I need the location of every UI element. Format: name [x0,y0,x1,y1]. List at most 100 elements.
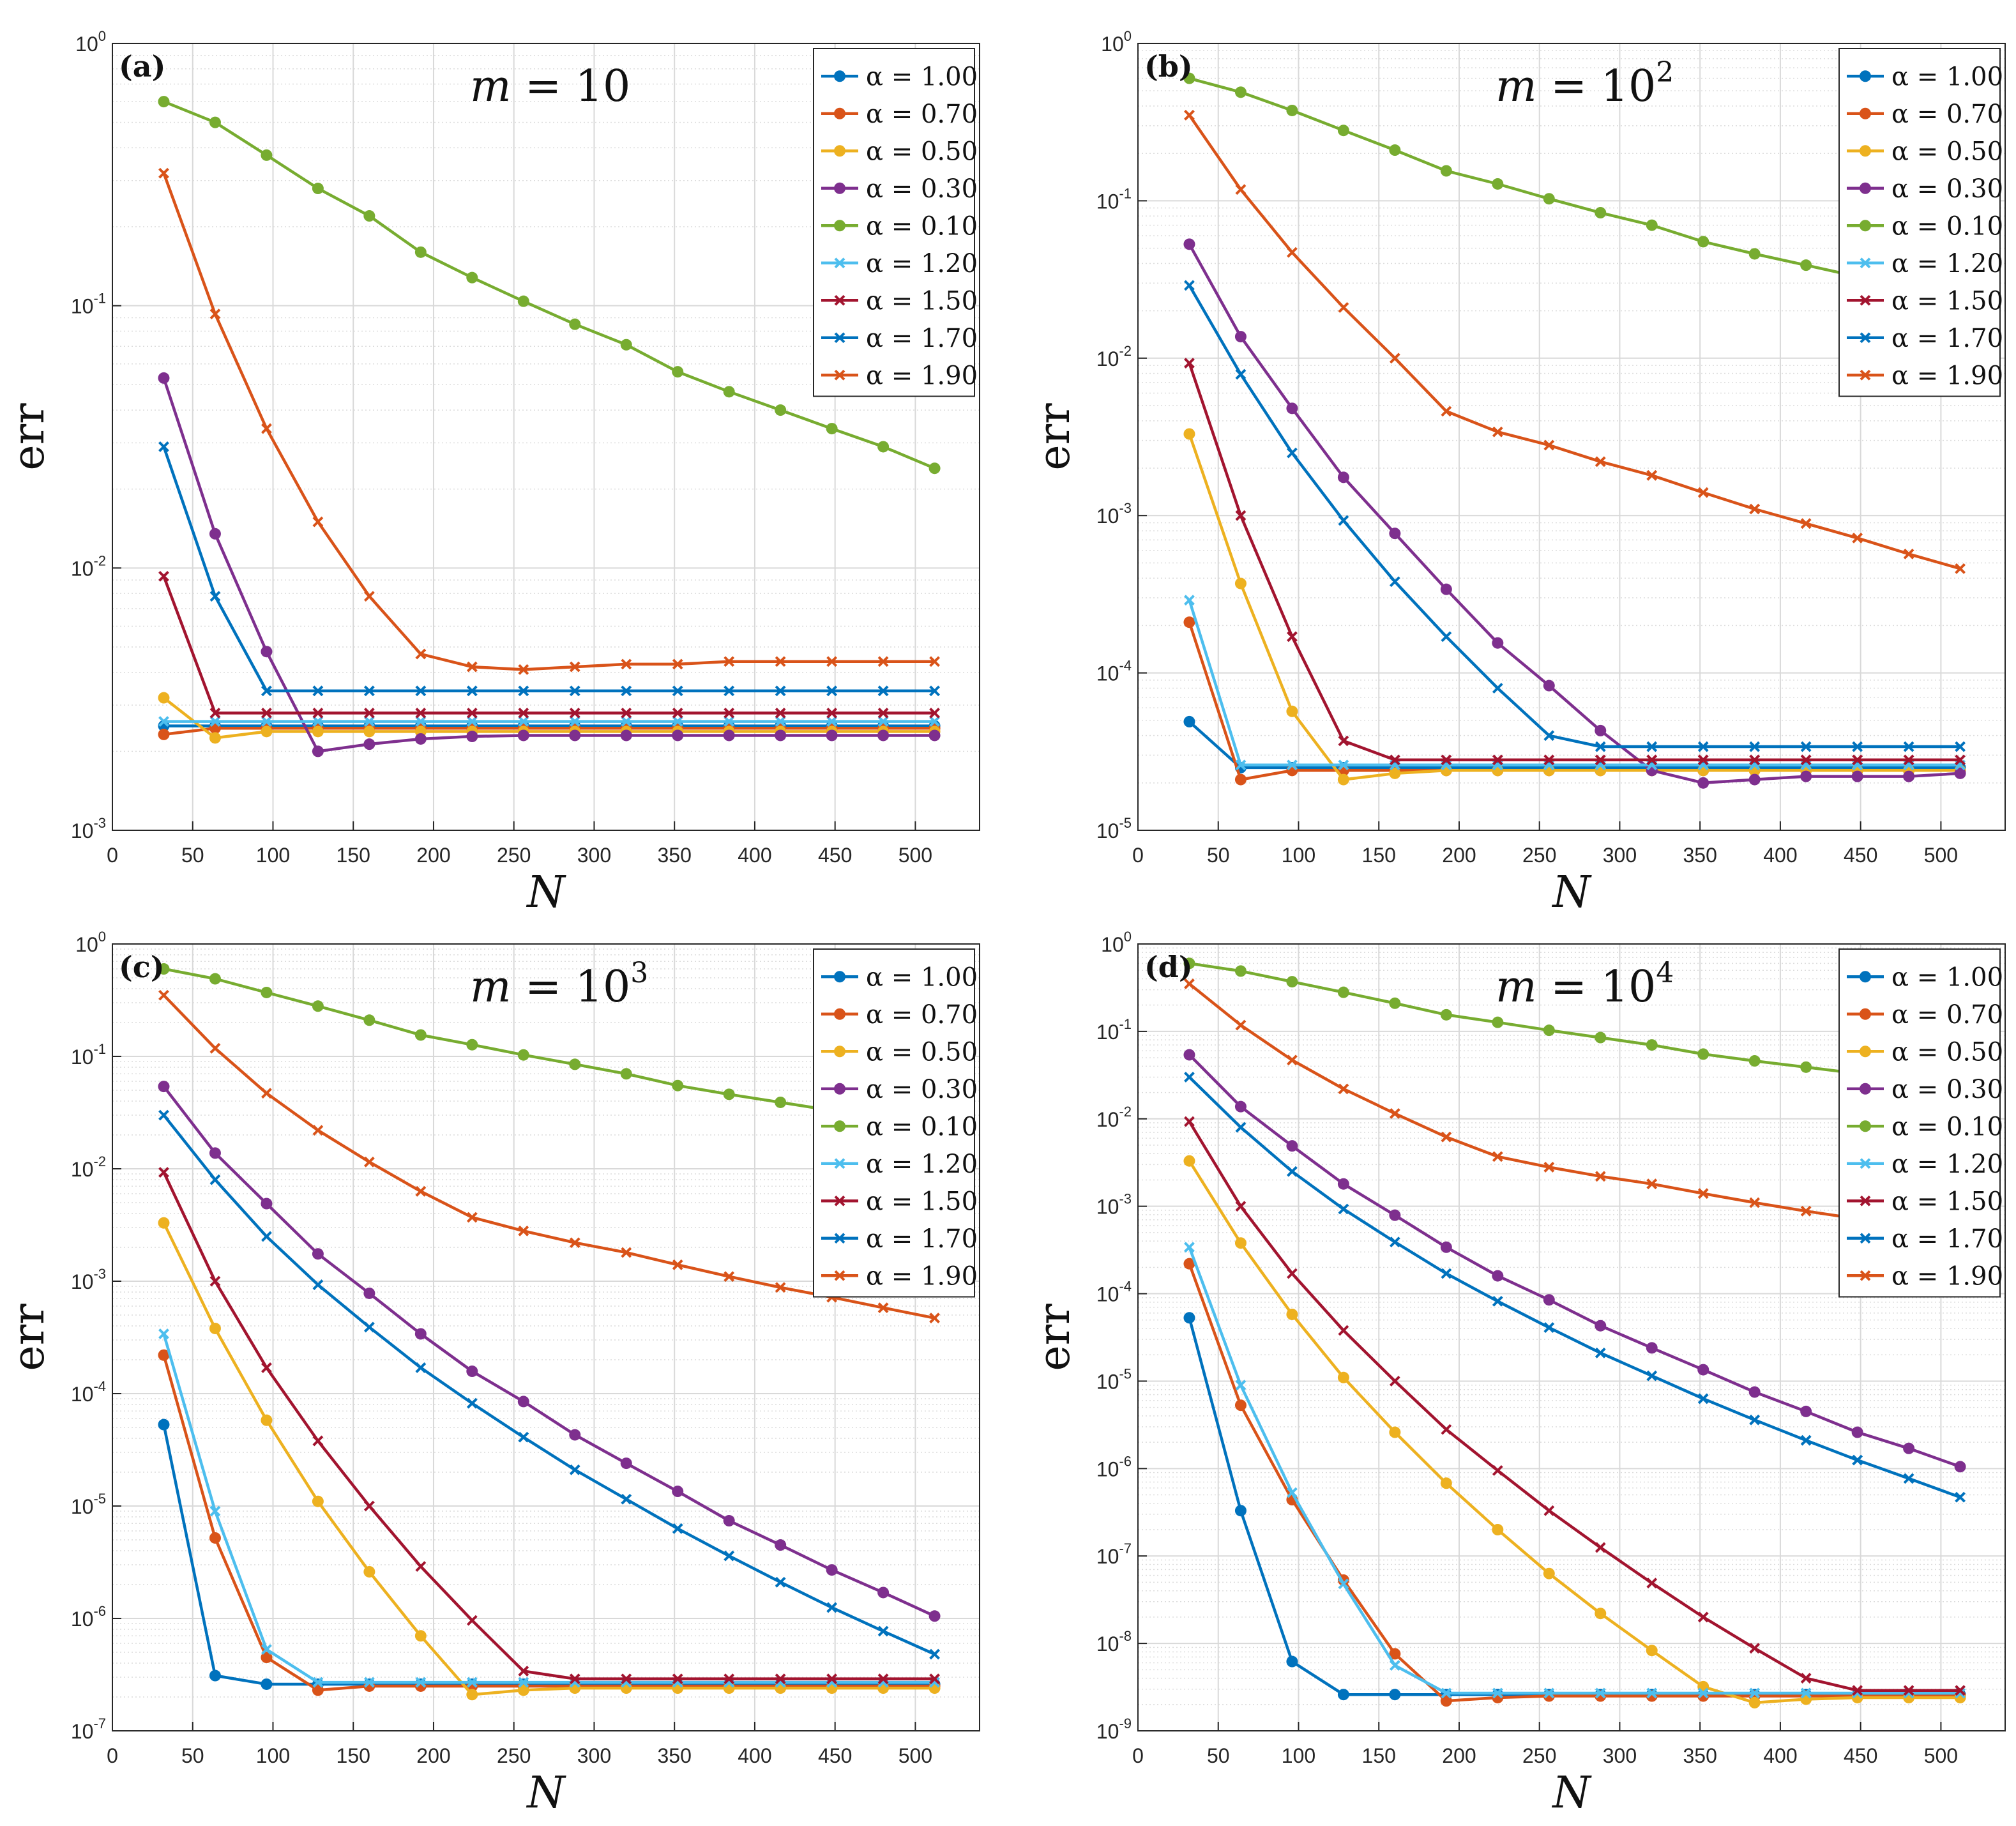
data-point [1492,1687,1503,1699]
y-tick-exponent: -4 [1119,1279,1132,1295]
data-point [1697,741,1709,752]
series-4 [158,96,941,475]
axes-box [112,943,980,1731]
data-point [261,986,273,998]
y-tick-label: 10-4 [1096,658,1132,685]
data-point [209,1147,221,1159]
data-point [826,1673,838,1685]
series-line [1188,362,1960,762]
x-tick-label: 50 [1207,844,1230,867]
data-point [1543,1294,1555,1306]
data-point [1800,754,1812,766]
data-point [158,692,170,704]
data-point [1492,1295,1503,1307]
data-point [466,1615,478,1626]
data-point [877,1302,889,1314]
data-point [672,716,683,727]
data-point [466,716,478,727]
legend-label: α = 1.50 [866,286,978,316]
data-point [1337,1689,1349,1701]
x-tick-label: 250 [1522,844,1556,867]
legend-marker [834,369,845,381]
data-point [1234,773,1247,786]
data-point [1235,1122,1247,1133]
data-point [1287,447,1298,459]
data-point [1595,741,1606,752]
y-tick-label: 10-1 [71,291,106,318]
data-point [672,707,683,719]
y-tick-base: 10 [1096,1370,1119,1393]
data-point [877,441,890,453]
title-variable: m [470,61,511,112]
data-point [261,1644,272,1655]
data-point [1595,1687,1606,1699]
panel-label: (b) [1144,49,1193,84]
data-point [363,1500,375,1512]
data-point [569,1237,580,1249]
x-tick-label: 200 [416,1744,450,1767]
data-point [1440,1241,1452,1253]
data-point [1286,1655,1298,1668]
legend-entry: α = 1.00 [821,62,978,91]
data-point [723,1088,735,1100]
y-tick-exponent: -3 [1119,1191,1132,1207]
series-3 [158,372,941,757]
data-point [261,1198,273,1210]
data-point [1903,1473,1914,1484]
series-line [1188,982,1960,1236]
panel-title: m = 103 [470,957,648,1012]
y-tick-base: 10 [71,1270,94,1293]
x-tick-label: 100 [256,1744,290,1767]
legend-label: α = 1.00 [866,62,978,91]
data-point [775,1539,787,1551]
legend-entry: α = 0.30 [1847,174,2003,204]
title-exponent: 4 [1656,957,1674,989]
data-point [1852,754,1863,766]
axes-box [1137,43,2006,831]
data-point [1337,986,1349,998]
y-tick-label: 10-5 [1096,1366,1132,1393]
legend-entry: α = 0.70 [1847,1000,2003,1030]
x-tick-label: 250 [497,844,531,867]
data-point [569,1464,580,1475]
legend-entry: α = 1.90 [821,361,978,390]
series-line [1188,433,1960,781]
data-point [1954,1461,1966,1473]
y-tick-label: 10-1 [1096,1016,1132,1044]
data-point [1543,730,1555,742]
x-tick-label: 300 [577,844,611,867]
data-point [724,685,735,697]
legend-entry: α = 1.90 [1847,1261,2003,1291]
data-point [1800,1061,1812,1073]
legend-marker [834,220,845,232]
y-tick-exponent: 0 [98,929,106,945]
data-point [1954,767,1966,779]
data-point [1492,637,1504,649]
data-point [466,661,478,673]
data-point [1697,777,1709,789]
legend-entry: α = 1.00 [821,962,978,992]
data-point [1441,406,1452,417]
data-point [1183,428,1195,440]
data-point [569,318,581,330]
y-tick-label: 10-3 [1096,500,1132,528]
data-point [1749,741,1761,752]
data-point [363,707,375,719]
data-point [1235,184,1247,195]
series-line [1188,1247,1960,1695]
data-point [1595,207,1607,219]
x-tick-label: 150 [1362,844,1396,867]
data-point [1595,724,1607,736]
data-point [1287,631,1298,643]
x-tick-label: 500 [1924,1744,1958,1767]
y-tick-exponent: -1 [1119,1016,1132,1032]
x-axis-label: N [526,867,566,918]
y-tick-base: 10 [1096,1283,1119,1306]
legend-marker [834,971,845,983]
legend-entry: α = 0.50 [821,137,978,166]
data-point [1183,238,1195,250]
data-point [1543,439,1555,451]
y-tick-label: 100 [1101,28,1132,56]
legend-label: α = 1.50 [1891,286,2003,316]
y-tick-base: 10 [1096,190,1119,213]
